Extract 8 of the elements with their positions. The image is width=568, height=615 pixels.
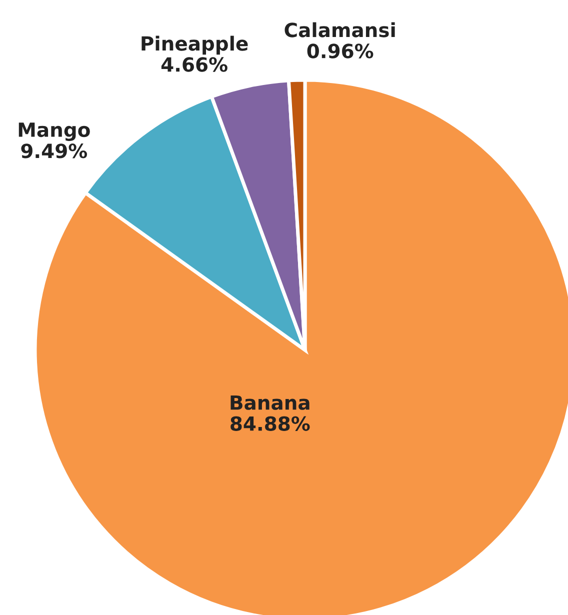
slice-label: Pineapple	[142, 36, 248, 55]
slice-label: Banana	[230, 395, 310, 410]
data-label: 4.66%	[161, 57, 228, 72]
data-label: 0.96%	[307, 44, 374, 58]
slice-label: Mango	[18, 122, 90, 141]
data-label: 84.88%	[230, 416, 310, 431]
slice-label: Calamansi	[284, 22, 395, 38]
data-label: 9.49%	[21, 144, 88, 158]
